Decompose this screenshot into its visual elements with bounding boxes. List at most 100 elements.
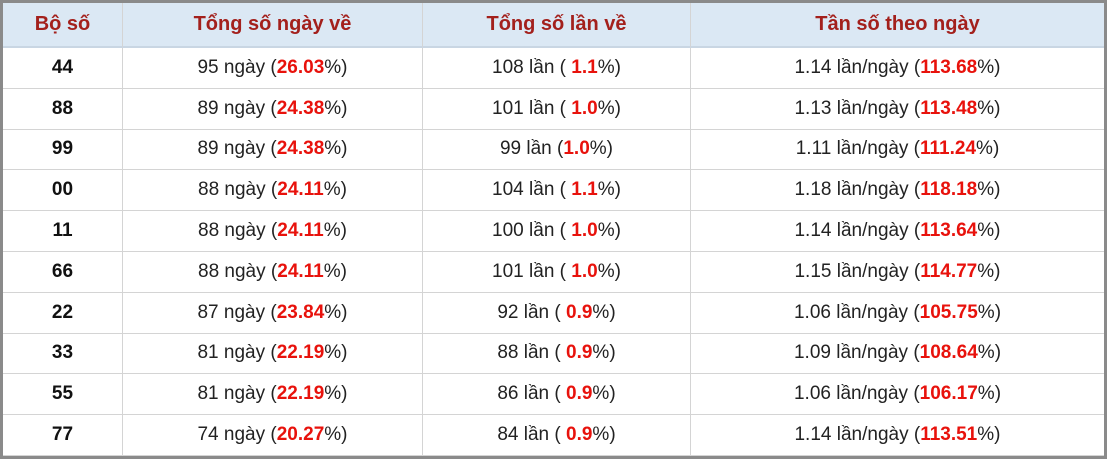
- key-cell: 00: [3, 170, 123, 212]
- cell-text: 88 ngày (: [198, 220, 278, 242]
- table-cell: 1.14 lần/ngày (113.64%): [691, 211, 1104, 252]
- key-cell: 66: [3, 251, 123, 293]
- key-cell: 88: [3, 88, 123, 130]
- table-cell: 104 lần ( 1.1%): [423, 170, 691, 212]
- cell-text: %): [977, 342, 1002, 364]
- cell-text: %): [977, 383, 1002, 405]
- cell-text: %): [592, 301, 616, 323]
- key-cell: 99: [3, 129, 123, 171]
- cell-text: %): [324, 342, 348, 364]
- highlight-value: 23.84: [276, 301, 325, 323]
- table-cell: 86 lần ( 0.9%): [423, 374, 691, 416]
- cell-text: %): [323, 179, 347, 201]
- cell-text: %): [977, 301, 1002, 323]
- cell-text: %): [323, 260, 347, 282]
- cell-text: 89 ngày (: [197, 97, 277, 119]
- cell-text: %): [597, 97, 621, 119]
- cell-text: 81 ngày (: [197, 342, 277, 364]
- header-cell: Bộ số: [3, 3, 123, 48]
- cell-text: 1.06 lần/ngày (: [793, 301, 920, 323]
- header-cell: Tổng số ngày về: [123, 3, 423, 48]
- cell-text: 92 lần (: [497, 301, 566, 323]
- cell-text: 87 ngày (: [197, 301, 277, 323]
- cell-text: %): [592, 424, 616, 446]
- highlight-value: 1.1: [571, 179, 598, 201]
- cell-text: %): [324, 301, 348, 323]
- table-cell: 1.06 lần/ngày (106.17%): [691, 374, 1104, 416]
- cell-text: 1.13 lần/ngày (: [794, 97, 921, 119]
- cell-text: 1.14 lần/ngày (: [794, 220, 921, 242]
- cell-text: 88 lần (: [497, 342, 566, 364]
- cell-text: %): [977, 56, 1001, 78]
- key-cell: 77: [3, 415, 123, 456]
- table-cell: 1.14 lần/ngày (113.68%): [691, 48, 1104, 89]
- table-cell: 1.13 lần/ngày (113.48%): [691, 89, 1104, 130]
- cell-text: %): [976, 138, 1000, 160]
- table-cell: 88 ngày (24.11%): [123, 170, 423, 212]
- cell-text: 104 lần (: [492, 179, 572, 201]
- highlight-value: 22.19: [276, 383, 325, 405]
- highlight-value: 24.11: [277, 179, 324, 201]
- table-cell: 1.09 lần/ngày (108.64%): [691, 334, 1104, 375]
- key-cell: 55: [3, 374, 123, 416]
- cell-text: %): [977, 97, 1001, 119]
- cell-text: 1.14 lần/ngày (: [794, 56, 921, 78]
- cell-text: 1.06 lần/ngày (: [793, 383, 920, 405]
- highlight-value: 113.51: [920, 424, 978, 446]
- table-cell: 89 ngày (24.38%): [123, 129, 423, 171]
- cell-text: 101 lần (: [492, 97, 572, 119]
- key-cell: 22: [3, 292, 123, 334]
- key-cell: 11: [3, 211, 123, 252]
- table-cell: 92 lần ( 0.9%): [423, 292, 691, 334]
- cell-text: %): [977, 179, 1001, 201]
- table-cell: 95 ngày (26.03%): [123, 48, 423, 89]
- cell-text: %): [597, 56, 621, 78]
- highlight-value: 118.18: [920, 179, 978, 201]
- highlight-value: 24.38: [276, 97, 325, 119]
- table-cell: 89 ngày (24.38%): [123, 88, 423, 130]
- cell-text: %): [597, 220, 621, 242]
- cell-text: 86 lần (: [497, 383, 566, 405]
- highlight-value: 0.9: [566, 301, 593, 323]
- cell-text: %): [324, 424, 348, 446]
- table-cell: 84 lần ( 0.9%): [423, 415, 691, 456]
- cell-text: 95 ngày (: [197, 56, 277, 78]
- table-cell: 74 ngày (20.27%): [123, 415, 423, 456]
- highlight-value: 108.64: [919, 342, 978, 364]
- highlight-value: 22.19: [276, 342, 325, 364]
- highlight-value: 113.48: [920, 97, 978, 119]
- highlight-value: 26.03: [276, 56, 325, 78]
- highlight-value: 0.9: [566, 342, 593, 364]
- table: Bộ số Tổng số ngày về Tổng số lần về Tần số…: [3, 3, 1104, 456]
- cell-text: 74 ngày (: [197, 424, 277, 446]
- cell-text: %): [592, 383, 616, 405]
- cell-text: 1.14 lần/ngày (: [794, 424, 921, 446]
- highlight-value: 114.77: [920, 260, 978, 282]
- table-cell: 101 lần ( 1.0%): [423, 88, 691, 130]
- cell-text: 1.09 lần/ngày (: [793, 342, 920, 364]
- table-cell: 88 ngày (24.11%): [123, 251, 423, 293]
- cell-text: 101 lần (: [492, 260, 572, 282]
- highlight-value: 106.17: [919, 383, 978, 405]
- cell-text: %): [597, 260, 621, 282]
- highlight-value: 105.75: [919, 301, 978, 323]
- highlight-value: 0.9: [566, 424, 593, 446]
- cell-text: %): [977, 220, 1001, 242]
- highlight-value: 113.68: [920, 56, 978, 78]
- cell-text: %): [324, 97, 348, 119]
- cell-text: 100 lần (: [492, 220, 572, 242]
- table-cell: 1.14 lần/ngày (113.51%): [691, 415, 1104, 456]
- cell-text: 81 ngày (: [197, 383, 277, 405]
- table-cell: 1.11 lần/ngày (111.24%): [691, 130, 1104, 171]
- cell-text: 1.15 lần/ngày (: [794, 260, 921, 282]
- highlight-value: 1.1: [571, 56, 598, 78]
- table-cell: 81 ngày (22.19%): [123, 374, 423, 416]
- highlight-value: 111.24: [920, 138, 977, 160]
- cell-text: %): [324, 383, 348, 405]
- table-cell: 81 ngày (22.19%): [123, 333, 423, 375]
- highlight-value: 1.0: [571, 220, 598, 242]
- cell-text: %): [592, 342, 616, 364]
- highlight-value: 20.27: [276, 424, 325, 446]
- key-cell: 44: [3, 48, 123, 89]
- cell-text: 88 ngày (: [198, 260, 278, 282]
